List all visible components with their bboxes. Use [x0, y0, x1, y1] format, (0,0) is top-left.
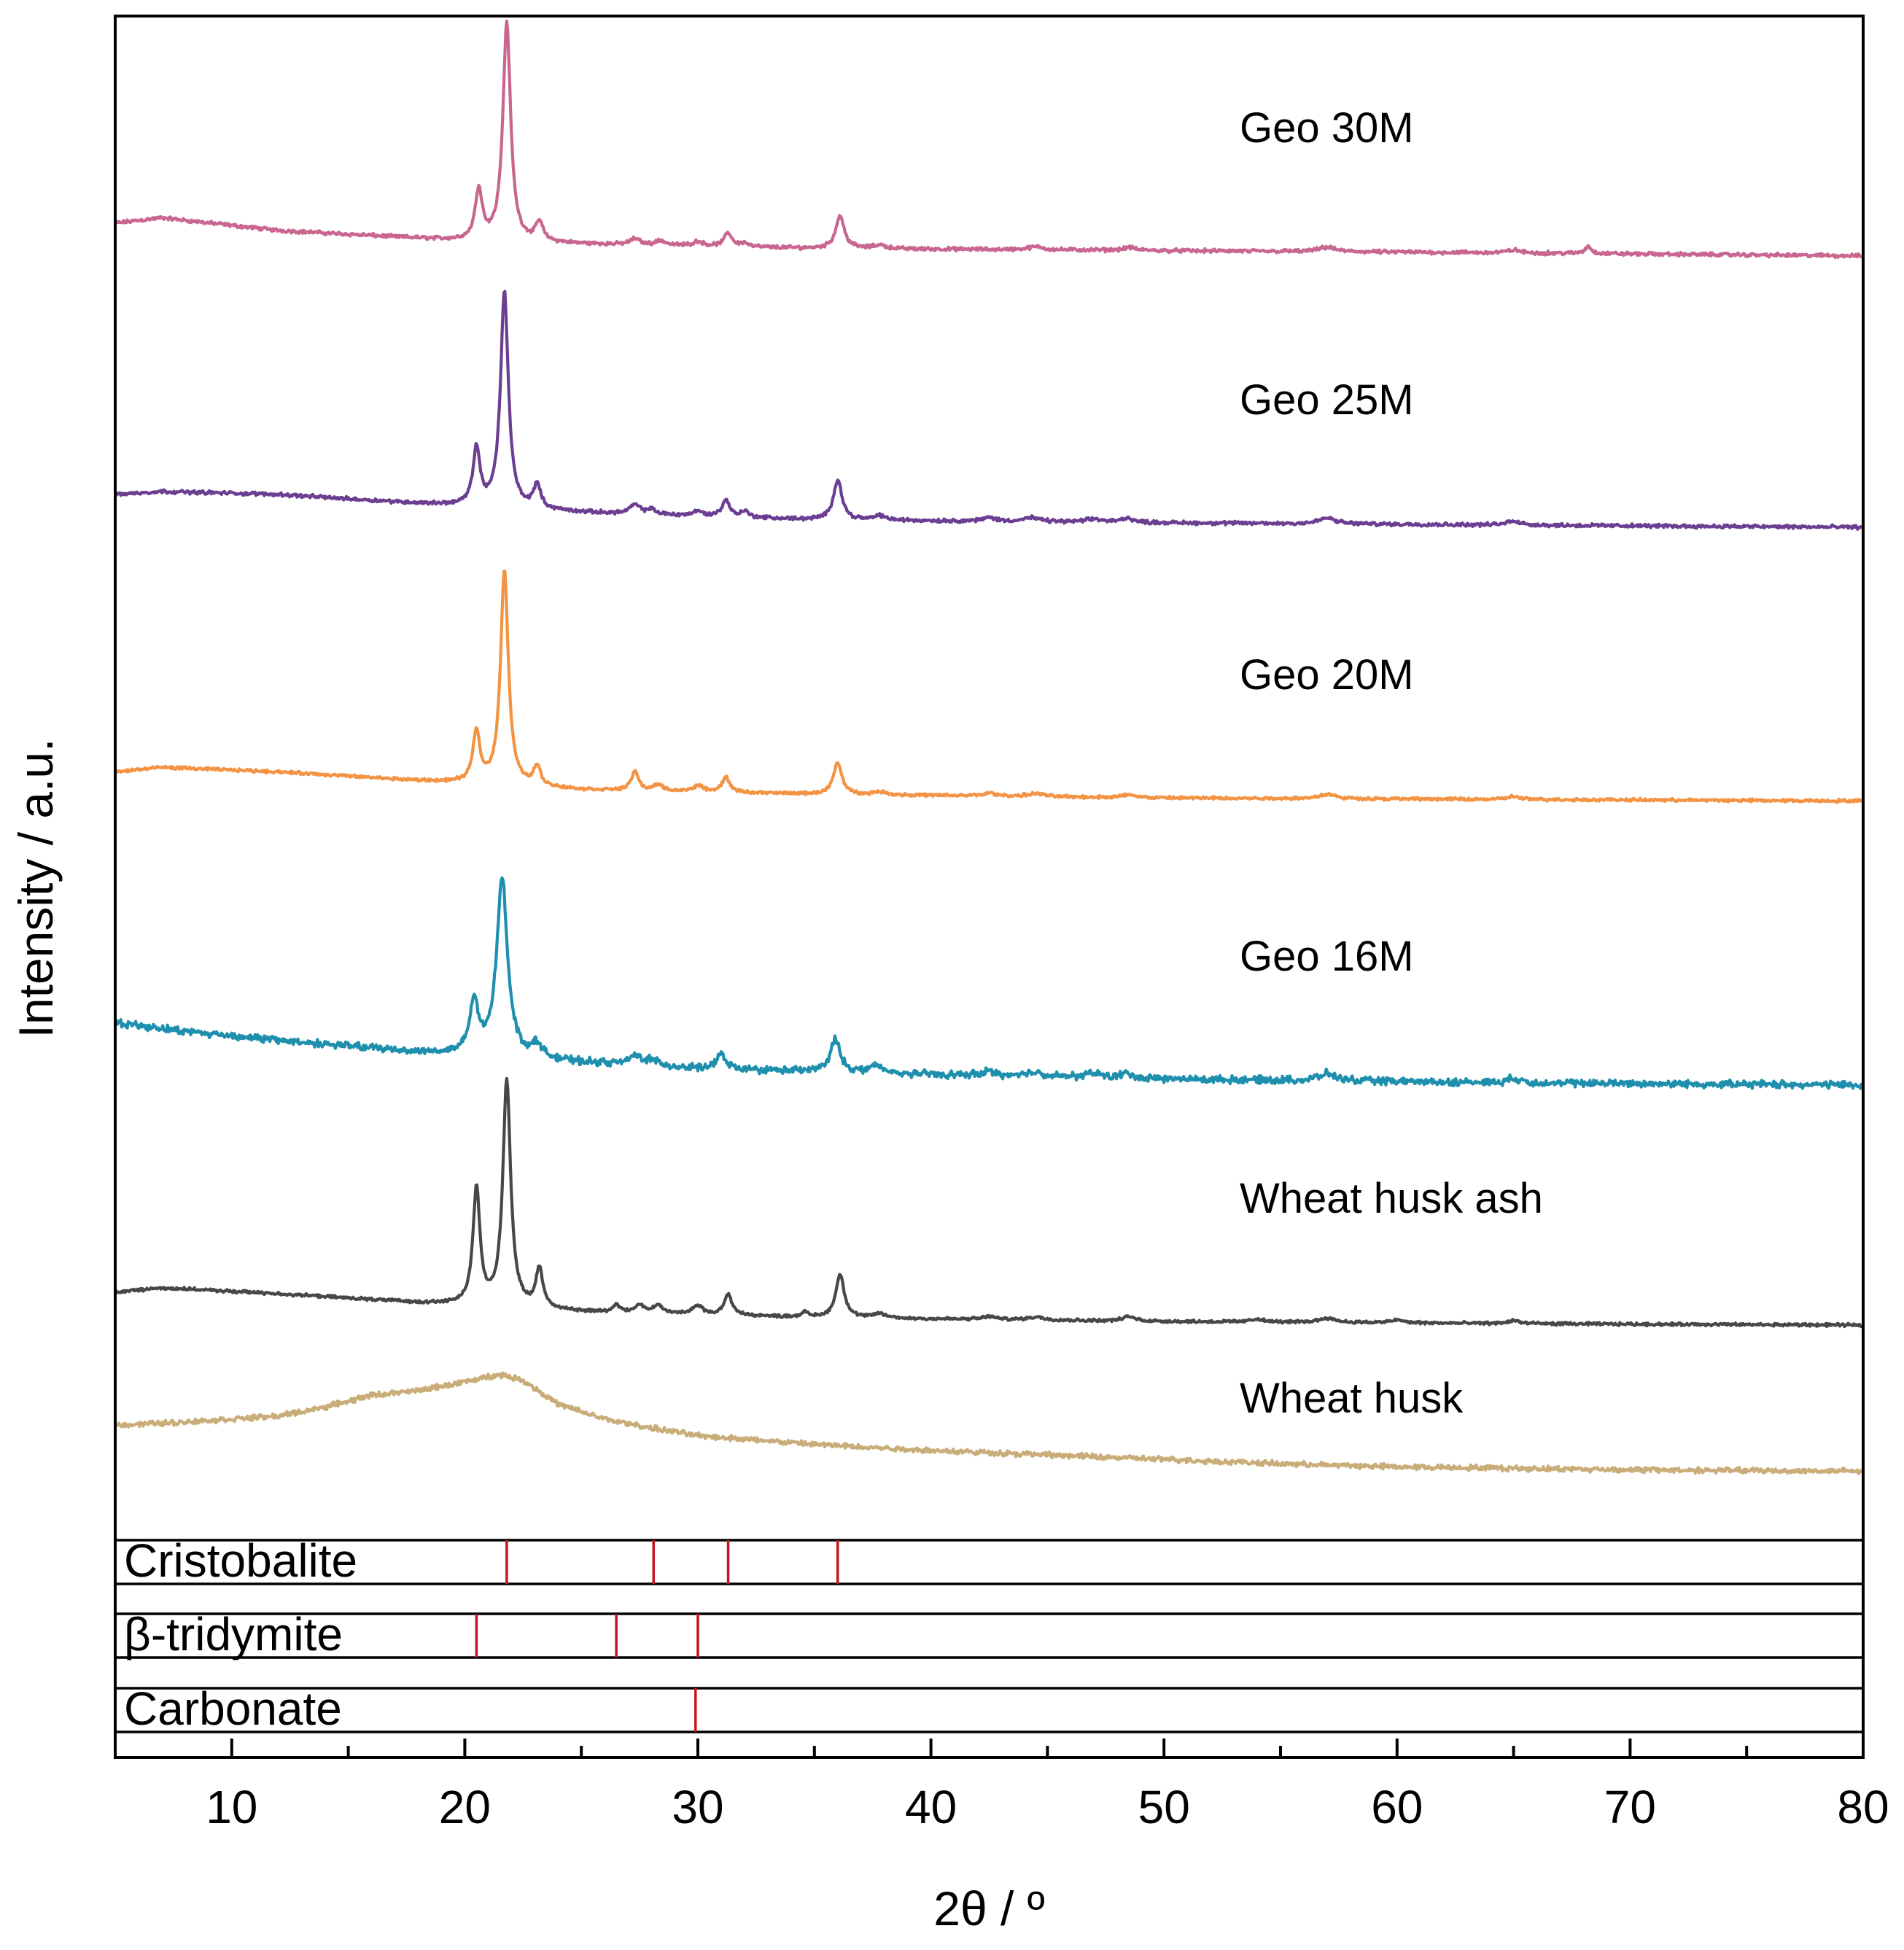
series-line-geo-25m: [114, 290, 1865, 531]
curve-label: Geo 30M: [1240, 104, 1414, 152]
series-line-geo-30m: [114, 19, 1865, 260]
x-tick-label: 20: [439, 1781, 491, 1833]
ref-panel-label: Carbonate: [124, 1682, 342, 1735]
x-tick-label: 40: [905, 1781, 957, 1833]
y-axis-label: Intensity / a.u.: [9, 739, 63, 1038]
ref-panel-label: β-tridymite: [124, 1608, 343, 1660]
curves-layer: [114, 19, 1865, 1475]
x-axis-label: 2θ / º: [933, 1881, 1045, 1935]
curve-label: Wheat husk: [1240, 1375, 1464, 1422]
series-line-wheat-husk: [114, 1371, 1865, 1475]
x-tick-label: 10: [206, 1781, 257, 1833]
curve-label: Wheat husk ash: [1240, 1175, 1543, 1222]
series-line-wheat-husk-ash: [114, 1076, 1865, 1329]
x-tick-label: 70: [1604, 1781, 1656, 1833]
x-tick-label: 60: [1371, 1781, 1423, 1833]
x-tick-label: 30: [672, 1781, 723, 1833]
reference-panels: Cristobalite β-tridymite Carbonate: [115, 1534, 1863, 1735]
series-line-geo-16m: [114, 876, 1865, 1090]
curve-label: Geo 16M: [1240, 933, 1414, 980]
x-tick-label: 50: [1138, 1781, 1190, 1833]
plot-frame: [114, 15, 1865, 1759]
curve-labels-layer: Geo 30M Geo 25M Geo 20M Geo 16M Wheat husk a…: [1240, 104, 1543, 1422]
series-line-geo-20m: [114, 570, 1865, 804]
x-axis: 10 20 30 40 50 60 70 80: [114, 1739, 1889, 1833]
x-tick-label: 80: [1837, 1781, 1889, 1833]
ref-panel-label: Cristobalite: [124, 1534, 357, 1587]
curve-label: Geo 20M: [1240, 651, 1414, 699]
curve-label: Geo 25M: [1240, 376, 1414, 424]
